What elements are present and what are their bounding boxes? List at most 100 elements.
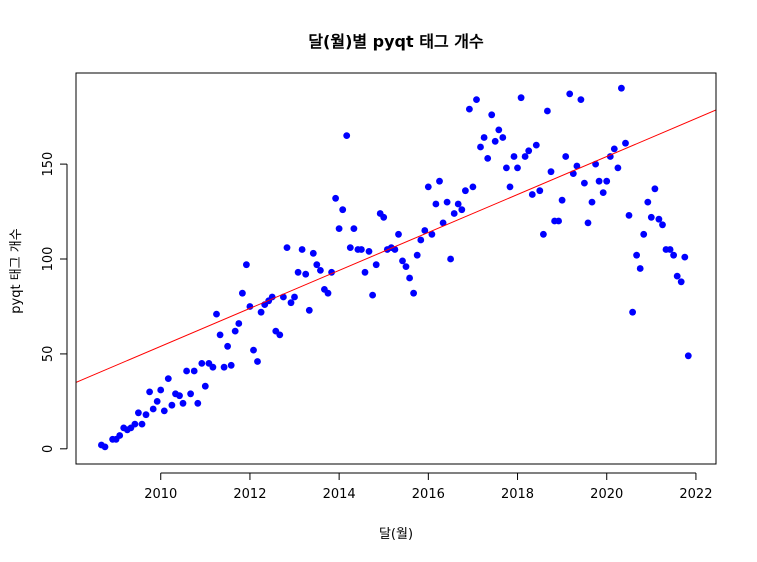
data-point bbox=[610, 145, 618, 153]
data-point bbox=[239, 289, 246, 297]
data-point bbox=[532, 141, 540, 149]
data-point bbox=[157, 386, 165, 394]
data-point bbox=[302, 270, 310, 278]
data-point bbox=[443, 198, 451, 206]
data-point bbox=[410, 289, 417, 297]
data-point bbox=[160, 407, 168, 415]
data-point bbox=[146, 388, 154, 396]
data-point bbox=[450, 210, 458, 217]
data-point bbox=[231, 327, 239, 335]
data-point bbox=[618, 84, 625, 92]
data-point bbox=[198, 360, 206, 367]
data-point bbox=[294, 268, 302, 276]
data-point bbox=[622, 139, 629, 147]
data-point bbox=[673, 272, 681, 280]
data-point bbox=[250, 346, 257, 354]
data-point bbox=[350, 225, 358, 233]
data-point bbox=[413, 251, 421, 259]
data-point bbox=[220, 363, 228, 371]
data-point bbox=[670, 251, 677, 259]
data-point bbox=[484, 155, 492, 162]
x-tick-label: 2016 bbox=[412, 487, 445, 502]
x-axis-label: 달(월) bbox=[379, 527, 413, 542]
data-point bbox=[547, 168, 555, 176]
data-point bbox=[544, 107, 551, 115]
data-point bbox=[187, 390, 195, 398]
x-tick-label: 2014 bbox=[323, 487, 356, 502]
data-point bbox=[313, 261, 321, 269]
data-point bbox=[562, 153, 570, 160]
data-point bbox=[421, 227, 429, 234]
data-point bbox=[317, 267, 324, 274]
data-point bbox=[283, 244, 291, 252]
data-point bbox=[201, 382, 209, 390]
data-point bbox=[276, 331, 284, 339]
data-point bbox=[432, 200, 440, 208]
data-point bbox=[291, 293, 298, 301]
data-point bbox=[558, 196, 566, 204]
data-point bbox=[517, 94, 525, 102]
data-point bbox=[681, 253, 689, 261]
data-point bbox=[417, 236, 425, 244]
data-point bbox=[380, 213, 388, 221]
data-point bbox=[424, 183, 432, 191]
data-point bbox=[346, 244, 354, 252]
x-tick-label: 2018 bbox=[501, 487, 534, 502]
data-point bbox=[361, 268, 369, 276]
data-point bbox=[257, 308, 265, 316]
data-point bbox=[194, 399, 202, 407]
data-point bbox=[599, 189, 607, 197]
data-point bbox=[625, 212, 633, 219]
data-point bbox=[636, 265, 644, 272]
data-point bbox=[235, 320, 243, 327]
data-point bbox=[514, 164, 521, 172]
data-point bbox=[462, 187, 469, 195]
data-point bbox=[176, 392, 183, 400]
data-point bbox=[469, 183, 477, 191]
data-point bbox=[447, 255, 454, 263]
data-point bbox=[406, 274, 413, 282]
data-point bbox=[677, 278, 685, 286]
data-point bbox=[525, 147, 533, 155]
data-point bbox=[216, 331, 224, 339]
data-point bbox=[439, 219, 447, 227]
data-point bbox=[372, 261, 380, 269]
data-point bbox=[183, 367, 191, 375]
data-point bbox=[644, 198, 652, 206]
plot-border bbox=[75, 72, 717, 465]
data-point bbox=[540, 230, 547, 238]
data-point bbox=[365, 248, 373, 255]
data-point bbox=[142, 411, 150, 419]
data-point bbox=[588, 198, 596, 206]
data-point bbox=[581, 179, 588, 187]
data-point bbox=[335, 225, 343, 233]
data-point bbox=[528, 191, 536, 198]
data-point bbox=[651, 185, 659, 193]
data-point bbox=[659, 221, 666, 229]
data-point bbox=[466, 105, 473, 113]
data-point bbox=[488, 111, 496, 119]
data-point bbox=[647, 213, 655, 221]
data-point bbox=[153, 398, 161, 405]
data-point bbox=[138, 420, 146, 428]
data-point bbox=[454, 200, 462, 208]
data-point bbox=[506, 183, 514, 191]
data-point bbox=[436, 177, 443, 185]
y-tick-label: 100 bbox=[41, 247, 56, 272]
data-point bbox=[309, 249, 317, 257]
data-point bbox=[213, 310, 220, 318]
data-point bbox=[499, 134, 507, 141]
x-tick-label: 2010 bbox=[144, 487, 177, 502]
data-point bbox=[566, 90, 574, 98]
data-point bbox=[298, 246, 306, 253]
data-point bbox=[227, 361, 235, 369]
data-point bbox=[131, 420, 139, 428]
x-tick-label: 2020 bbox=[590, 487, 623, 502]
data-point bbox=[101, 443, 109, 451]
y-tick-label: 50 bbox=[41, 346, 56, 363]
y-axis: 0 50 100 150 bbox=[41, 152, 68, 453]
data-point bbox=[666, 246, 674, 253]
data-point bbox=[491, 137, 499, 145]
data-point bbox=[614, 164, 622, 172]
